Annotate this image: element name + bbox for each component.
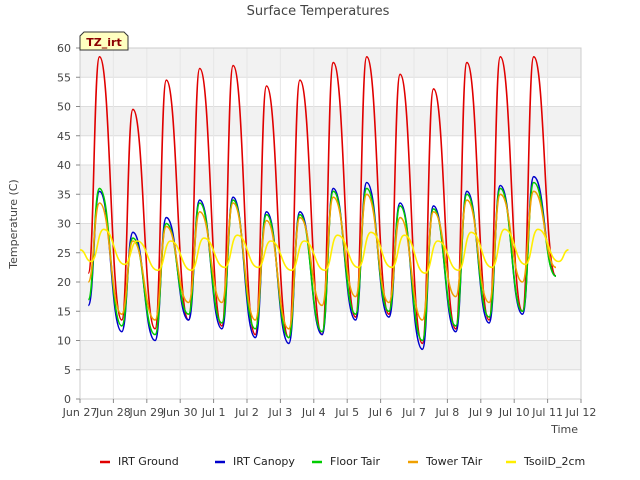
legend-item: IRT Ground: [100, 455, 179, 468]
y-tick-label: 60: [57, 42, 71, 55]
site-tag: TZ_irt: [79, 31, 129, 51]
y-tick-label: 0: [64, 393, 71, 406]
background-band: [80, 282, 581, 312]
series-line-tsoild-2cm: [79, 228, 569, 274]
background-band: [80, 135, 581, 165]
legend-label: IRT Ground: [118, 455, 179, 468]
x-tick-label: Jul 11: [531, 406, 563, 419]
x-tick-label: Jul 7: [401, 406, 426, 419]
background-band: [80, 223, 581, 253]
legend-item: IRT Canopy: [215, 455, 295, 468]
site-tag-label: TZ_irt: [86, 36, 121, 49]
x-tick-label: Jul 6: [368, 406, 393, 419]
y-tick-label: 35: [57, 188, 71, 201]
x-tick-label: Jul 8: [435, 406, 460, 419]
x-tick-label: Jun 28: [95, 406, 131, 419]
legend-item: TsoilD_2cm: [506, 455, 585, 468]
y-tick-label: 40: [57, 159, 71, 172]
background-band: [80, 340, 581, 370]
background-band: [80, 311, 581, 341]
legend-item: Floor Tair: [312, 455, 381, 468]
background-band: [80, 165, 581, 195]
x-tick-label: Jul 2: [234, 406, 259, 419]
legend-label: TsoilD_2cm: [523, 455, 585, 468]
legend-label: IRT Canopy: [233, 455, 295, 468]
legend-label: Tower TAir: [425, 455, 483, 468]
y-tick-label: 30: [57, 218, 71, 231]
background-band: [80, 369, 581, 399]
y-tick-label: 5: [64, 364, 71, 377]
x-axis-label: Time: [550, 423, 578, 436]
plot-background-bands: [80, 48, 581, 399]
x-tick-label: Jun 27: [62, 406, 98, 419]
x-tick-label: Jun 29: [128, 406, 164, 419]
legend-item: Tower TAir: [408, 455, 483, 468]
legend: IRT Ground IRT Canopy Floor Tair Tower TAir…: [100, 455, 585, 468]
y-tick-label: 45: [57, 130, 71, 143]
x-tick-label: Jul 5: [334, 406, 359, 419]
y-tick-label: 10: [57, 335, 71, 348]
x-tick-label: Jun 30: [162, 406, 198, 419]
series-lines: [79, 56, 569, 351]
y-tick-label: 25: [57, 247, 71, 260]
site-tag-box: [79, 31, 129, 51]
y-tick-label: 20: [57, 276, 71, 289]
series-line-tower-tair: [87, 190, 557, 330]
y-axis-label: Temperature (C): [7, 179, 20, 269]
x-tick-label: Jul 1: [201, 406, 226, 419]
chart-title: Surface Temperatures: [247, 4, 390, 19]
x-tick-label: Jul 9: [468, 406, 493, 419]
legend-label: Floor Tair: [330, 455, 381, 468]
x-tick-label: Jul 10: [498, 406, 530, 419]
y-tick-label: 50: [57, 101, 71, 114]
x-tick-label: Jul 3: [268, 406, 293, 419]
x-tick-label: Jul 4: [301, 406, 326, 419]
background-band: [80, 48, 581, 78]
y-tick-label: 55: [57, 71, 71, 84]
x-tick-label: Jul 12: [565, 406, 597, 419]
y-axis: 0 5 10 15 20 25 30 35 40 45 50 55 60: [57, 42, 80, 406]
y-tick-label: 15: [57, 305, 71, 318]
